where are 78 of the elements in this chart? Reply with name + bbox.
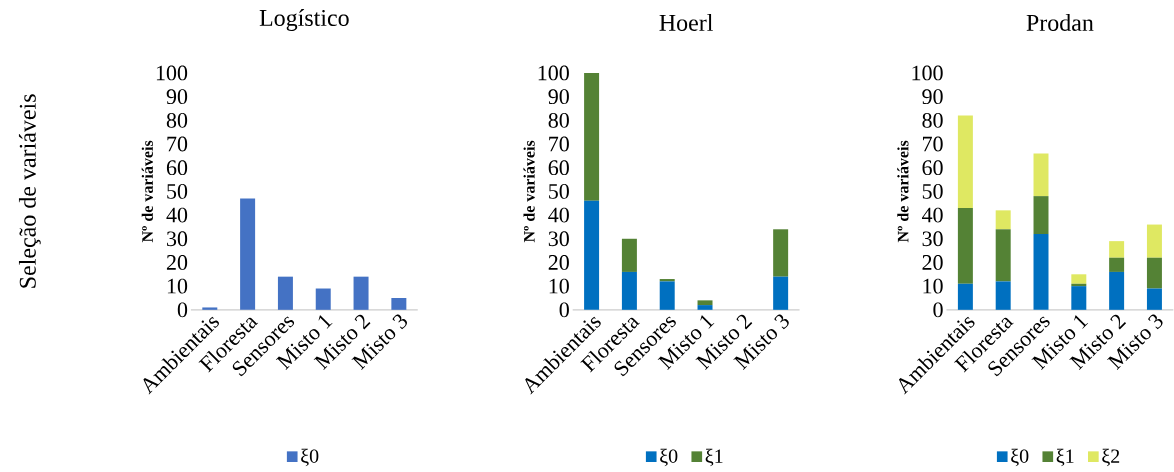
bar: [995, 210, 1011, 230]
bar: [1109, 272, 1125, 310]
bar: [202, 307, 218, 310]
legend-label: ξ0: [660, 448, 678, 467]
bar: [584, 73, 600, 201]
y-tick-label: 100: [156, 65, 188, 81]
bar: [277, 276, 293, 310]
bar: [1146, 224, 1162, 258]
bar: [1033, 234, 1049, 310]
y-tick-label: 60: [548, 160, 569, 176]
bar: [621, 238, 637, 273]
legend-label: ξ1: [1056, 448, 1074, 467]
bar: [1146, 288, 1162, 310]
y-tick-label: 30: [922, 231, 943, 247]
bar: [1071, 274, 1087, 284]
y-tick-label: 20: [166, 255, 188, 270]
y-tick-label: 80: [922, 113, 943, 128]
y-tick-label: 0: [933, 302, 943, 318]
bar: [957, 208, 973, 284]
bar: [773, 229, 789, 277]
bar: [957, 115, 973, 209]
y-tick-label: 10: [549, 278, 569, 294]
y-tick-label: 90: [922, 89, 943, 105]
legend-label: ξ2: [1102, 448, 1120, 467]
bar: [659, 281, 675, 310]
bar: [584, 200, 600, 310]
y-tick-label: 80: [166, 113, 188, 128]
bar: [773, 276, 789, 310]
bar: [1033, 153, 1049, 197]
y-tick-label: 20: [922, 255, 943, 270]
y-tick-label: 70: [549, 136, 569, 152]
y-tick-label: 90: [548, 89, 569, 105]
bar: [391, 298, 407, 310]
y-tick-label: 100: [538, 65, 569, 81]
y-tick-label: 50: [922, 184, 943, 199]
y-tick-label: 30: [548, 231, 569, 247]
y-tick-label: 100: [912, 65, 943, 81]
bar: [995, 281, 1011, 310]
y-tick-label: 40: [922, 207, 943, 223]
bar: [995, 229, 1011, 282]
y-tick-label: 10: [923, 278, 943, 294]
y-tick-label: 20: [548, 255, 569, 270]
legend-label: ξ0: [301, 448, 319, 467]
bar: [353, 276, 369, 310]
y-tick-label: 80: [548, 113, 569, 128]
bar: [1033, 196, 1049, 235]
y-tick-label: 0: [559, 302, 569, 318]
y-tick-label: 0: [177, 302, 188, 318]
y-tick-label: 50: [549, 184, 569, 199]
bar: [240, 198, 256, 310]
chart-title: Logístico: [259, 9, 349, 32]
text: Seleção de variáveis: [18, 94, 41, 288]
bar: [1109, 257, 1125, 273]
y-axis-title: Nº de variáveis: [897, 140, 909, 243]
y-tick-label: 90: [166, 89, 188, 105]
y-tick-label: 70: [923, 136, 943, 152]
bar: [1071, 286, 1087, 310]
y-axis-title: Nº de variáveis: [141, 140, 153, 243]
legend-label: ξ1: [705, 448, 723, 467]
bar: [621, 272, 637, 310]
y-tick-label: 40: [166, 207, 188, 223]
bar: [697, 300, 713, 306]
y-tick-label: 50: [167, 184, 188, 199]
chart-title: Prodan: [1026, 14, 1094, 32]
bar: [697, 305, 713, 310]
bar: [1109, 241, 1125, 258]
y-tick-label: 30: [167, 231, 188, 247]
bar: [1146, 257, 1162, 289]
y-tick-label: 60: [166, 160, 188, 176]
y-tick-label: 70: [167, 136, 188, 152]
chart-title: Hoerl: [659, 14, 713, 32]
bar: [957, 283, 973, 310]
legend-label: ξ0: [1011, 448, 1029, 467]
y-tick-label: 40: [548, 207, 569, 223]
y-tick-label: 60: [922, 160, 943, 176]
y-axis-title: Nº de variáveis: [523, 140, 535, 243]
bar: [315, 288, 331, 310]
y-tick-label: 10: [167, 278, 188, 294]
